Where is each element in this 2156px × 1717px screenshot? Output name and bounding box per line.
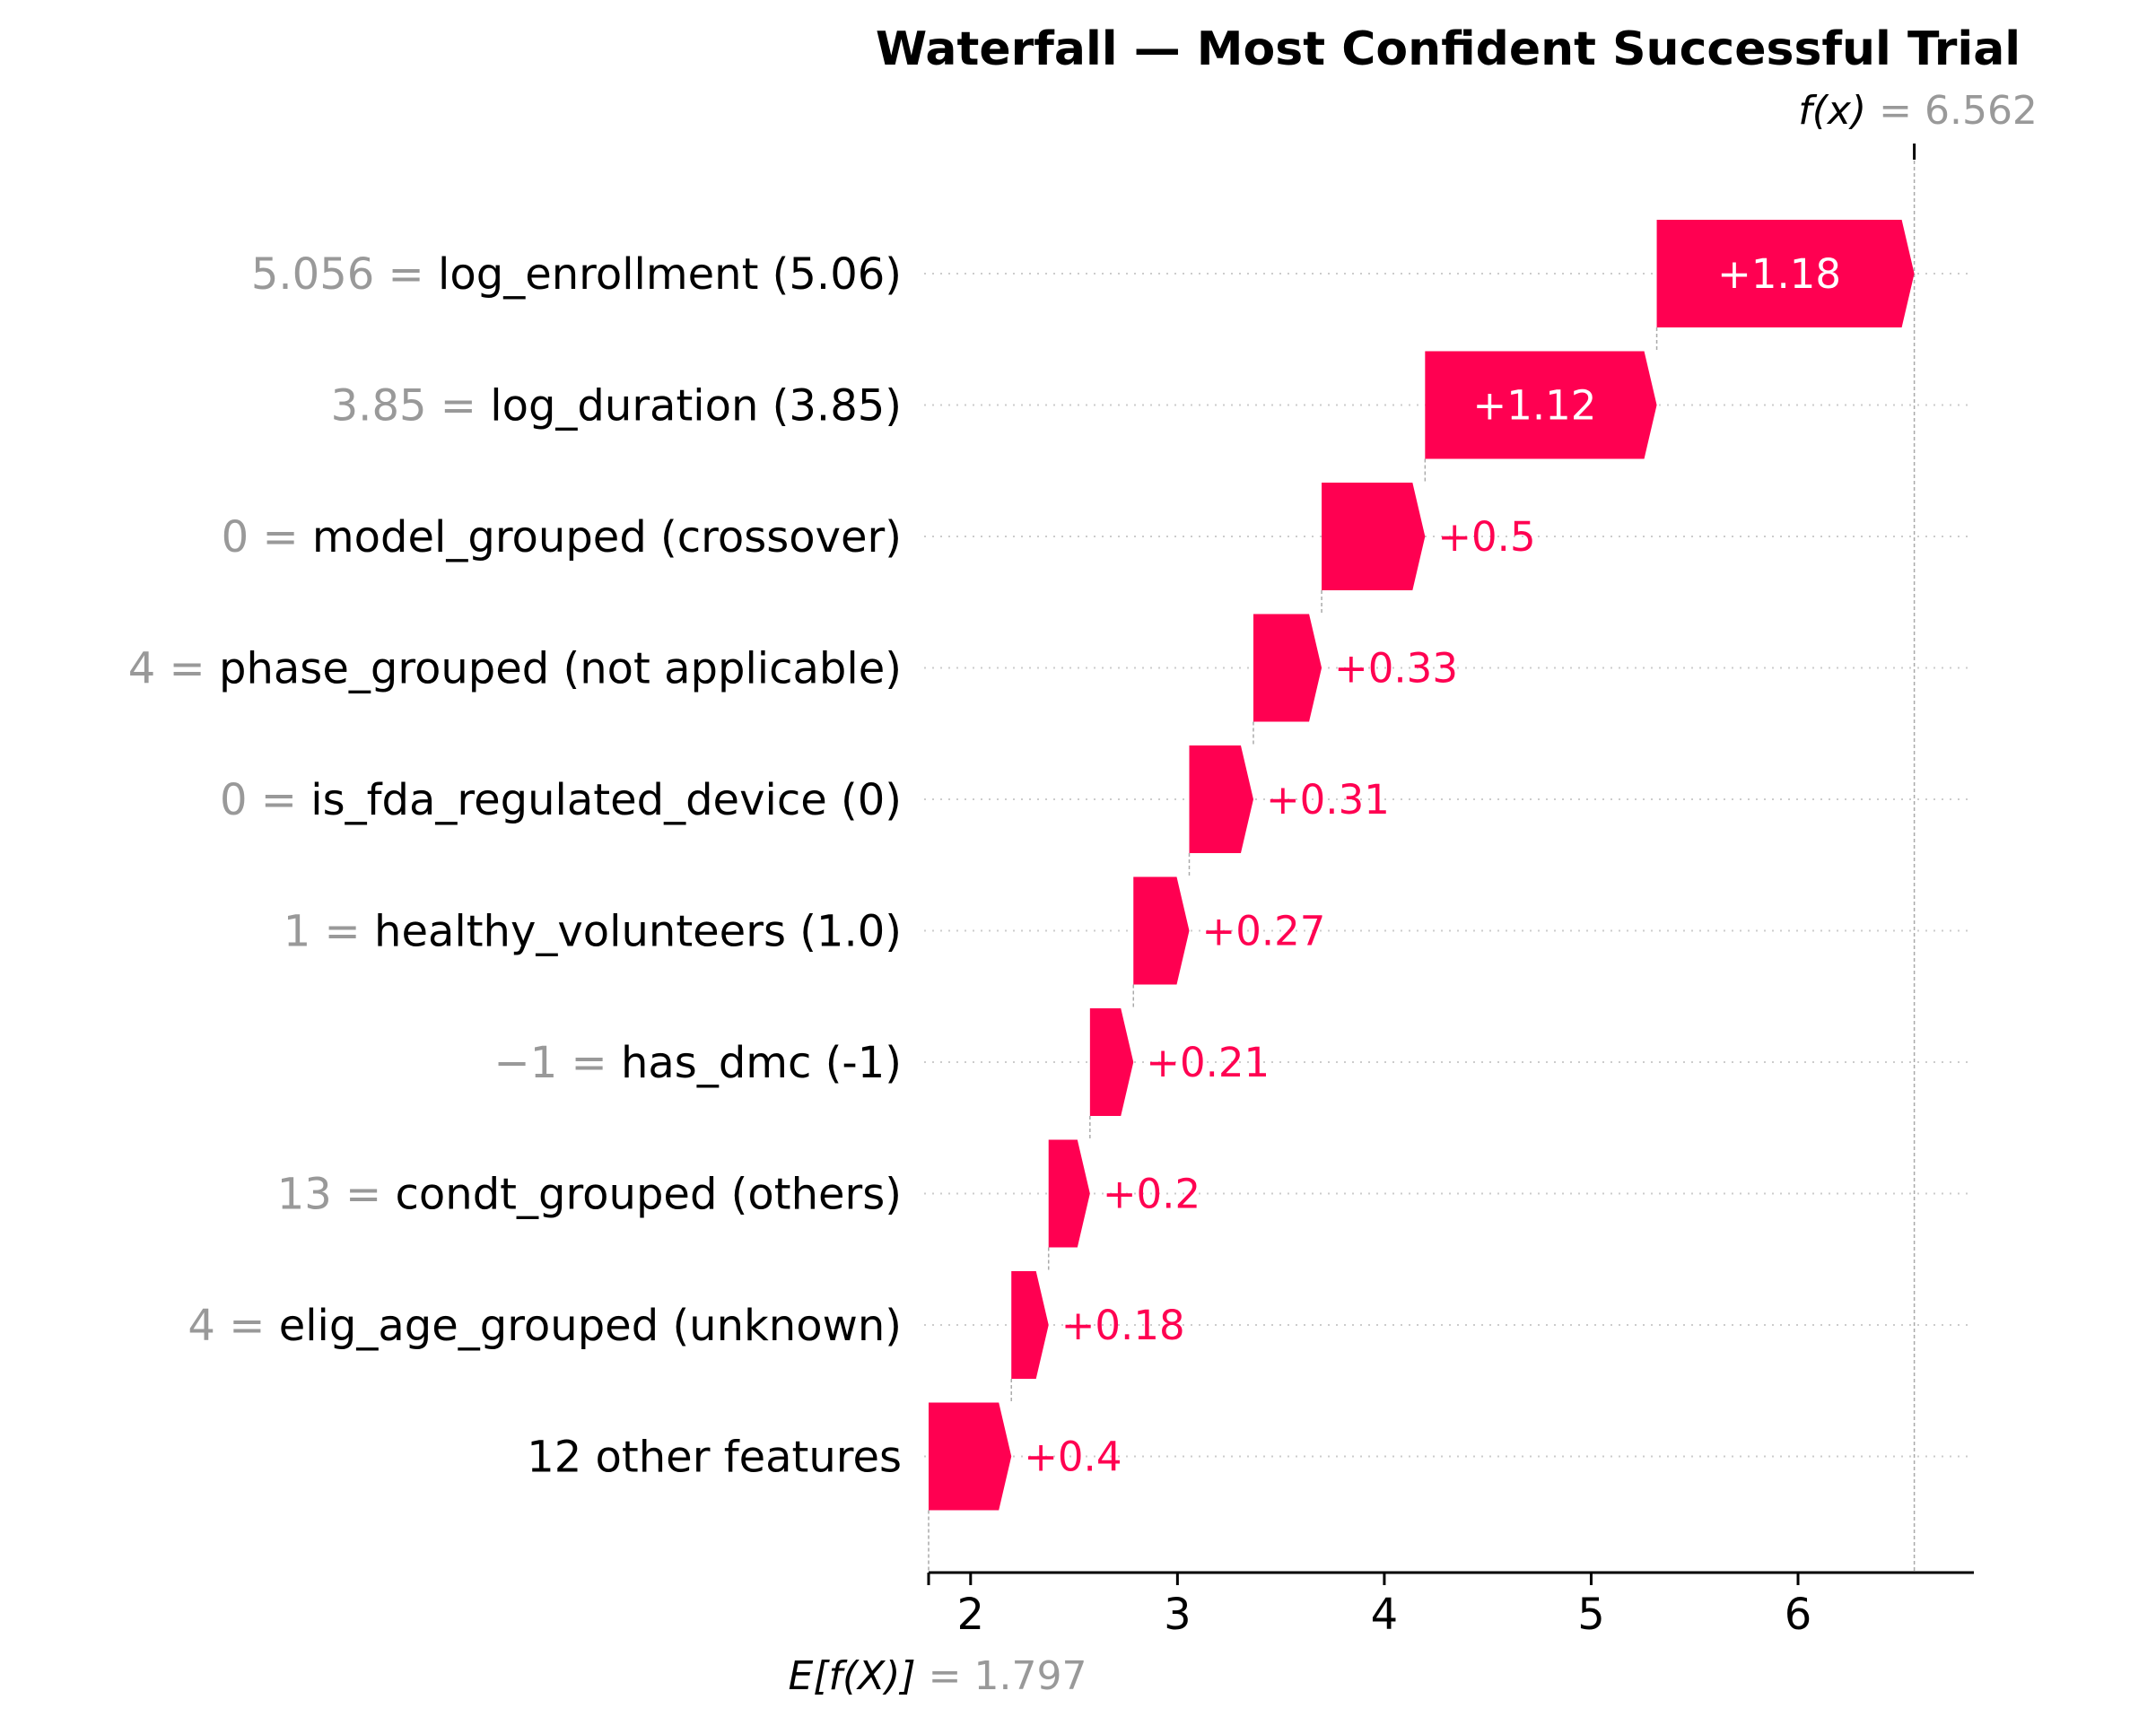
feature-name: log_enrollment (5.06) [438,249,902,300]
waterfall-bar [1089,1008,1134,1116]
feature-value: 5.056 = [251,249,438,300]
base-symbol: E[f(X)] [789,1653,929,1699]
x-tick-label: 5 [1577,1590,1605,1640]
feature-name: condt_grouped (others) [396,1170,902,1220]
feature-name: is_fda_regulated_device (0) [310,775,902,825]
output-symbol: f(x) [1798,88,1879,134]
x-tick-label: 4 [1371,1590,1399,1640]
feature-name: healthy_volunteers (1.0) [374,907,902,957]
bar-value-label: +0.31 [1266,776,1390,824]
feature-value: 0 = [222,512,312,562]
feature-name: 12 other features [527,1433,902,1483]
feature-name: phase_grouped (not applicable) [219,644,902,694]
x-tick-label: 2 [957,1590,985,1640]
feature-value: 4 = [188,1301,278,1351]
feature-label: 4 = phase_grouped (not applicable) [128,644,902,694]
feature-name: elig_age_grouped (unknown) [279,1301,902,1351]
feature-value: 1 = [284,907,374,957]
bar-value-label: +0.33 [1334,645,1458,693]
waterfall-bar [1322,483,1426,590]
feature-label: 0 = model_grouped (crossover) [222,512,902,562]
waterfall-bar [1656,220,1915,327]
feature-label: 4 = elig_age_grouped (unknown) [188,1301,902,1351]
base-number: = 1.797 [929,1653,1087,1699]
feature-value: 13 = [277,1170,396,1220]
output-number: = 6.562 [1879,88,2038,134]
bar-value-label: +1.12 [1472,382,1596,430]
bar-value-label: +0.21 [1146,1039,1270,1086]
bar-value-label: +0.5 [1437,513,1535,561]
bar-value-label: +0.27 [1202,908,1326,955]
bar-value-label: +0.18 [1061,1302,1185,1349]
chart-title: Waterfall — Most Confident Successful Tr… [876,22,2021,76]
bar-value-label: +0.2 [1103,1171,1200,1218]
waterfall-bar [1011,1271,1049,1379]
bar-value-label: +0.4 [1024,1434,1122,1481]
feature-label: −1 = has_dmc (-1) [493,1038,902,1088]
waterfall-bar [1425,351,1657,459]
feature-label: 3.85 = log_duration (3.85) [331,381,902,431]
waterfall-bar [1133,876,1190,985]
bar-value-label: +1.18 [1717,250,1841,298]
feature-value: 0 = [220,775,310,825]
feature-label: 12 other features [527,1433,902,1483]
x-tick-label: 6 [1785,1590,1812,1640]
feature-label: 5.056 = log_enrollment (5.06) [251,249,902,300]
feature-name: model_grouped (crossover) [312,512,902,562]
waterfall-bar [929,1402,1012,1511]
feature-value: 3.85 = [331,381,491,431]
feature-value: −1 = [493,1038,621,1088]
feature-value: 4 = [128,644,219,694]
feature-name: log_duration (3.85) [490,381,902,431]
feature-label: 1 = healthy_volunteers (1.0) [284,907,902,957]
feature-label: 13 = condt_grouped (others) [277,1170,902,1220]
output-value-label: f(x) = 6.562 [1798,88,2038,134]
feature-label: 0 = is_fda_regulated_device (0) [220,775,902,825]
feature-name: has_dmc (-1) [621,1038,902,1088]
x-tick-label: 3 [1164,1590,1191,1640]
waterfall-bar [1253,614,1322,722]
waterfall-bar [1048,1139,1090,1248]
base-value-label: E[f(X)] = 1.797 [789,1653,1087,1699]
waterfall-bar [1189,745,1253,853]
